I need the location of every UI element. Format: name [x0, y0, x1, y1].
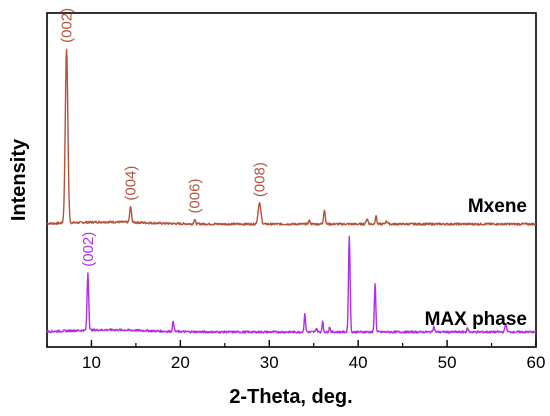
series-layer [46, 48, 537, 334]
peak-label-layer: (002) (004) (006) (008) (002) [59, 8, 269, 267]
peak-label-max-phase-9.6: (002) [80, 232, 97, 267]
peak-label-mxene-21.6: (006) [187, 179, 204, 214]
x-axis-title: 2-Theta, deg. [229, 386, 352, 408]
x-tick-label-40: 40 [349, 353, 368, 372]
x-tick-label-60: 60 [527, 353, 546, 372]
series-label-mxene: Mxene [468, 196, 527, 217]
x-tick-label-30: 30 [260, 353, 279, 372]
peak-label-mxene-28.9: (008) [251, 162, 268, 197]
series-label-max-phase: MAX phase [425, 309, 527, 330]
series-line-max-phase [46, 235, 537, 334]
series-line-mxene [46, 48, 537, 226]
x-tick-label-20: 20 [171, 353, 190, 372]
y-axis-title: Intensity [8, 138, 30, 221]
x-tick-label-50: 50 [438, 353, 457, 372]
peak-label-mxene-7.2: (002) [59, 8, 76, 43]
x-axis-ticks: 10 20 30 40 50 60 [46, 340, 546, 372]
plot-frame [46, 12, 537, 348]
x-tick-label-10: 10 [82, 353, 101, 372]
peak-label-mxene-14.4: (004) [123, 166, 140, 201]
